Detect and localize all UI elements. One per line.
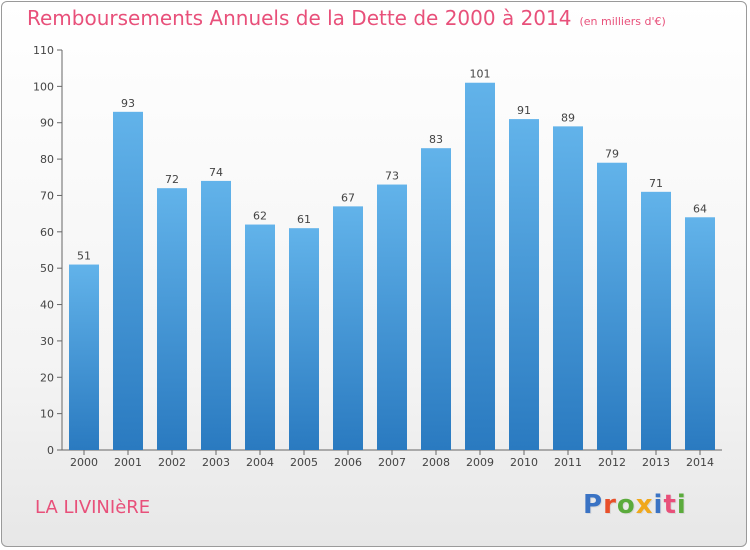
bar: [69, 264, 99, 450]
y-tick-label: 90: [40, 117, 54, 130]
bar-value-label: 79: [605, 148, 619, 161]
x-tick-label: 2009: [466, 456, 494, 469]
x-tick-label: 2010: [510, 456, 538, 469]
bar: [641, 191, 671, 450]
bar: [289, 228, 319, 450]
x-tick-label: 2013: [642, 456, 670, 469]
logo-letter: i: [653, 490, 664, 520]
x-tick-label: 2003: [202, 456, 230, 469]
logo-letter: x: [635, 490, 654, 520]
y-tick-label: 20: [40, 371, 54, 384]
bar-value-label: 62: [253, 210, 267, 223]
bar-value-label: 91: [517, 104, 531, 117]
bar-value-label: 74: [209, 166, 223, 179]
bar: [465, 82, 495, 451]
y-tick-label: 80: [40, 153, 54, 166]
y-tick-label: 70: [40, 189, 54, 202]
commune-name: LA LIVINIèRE: [35, 497, 151, 518]
bar-value-label: 83: [429, 133, 443, 146]
x-tick-label: 2011: [554, 456, 582, 469]
bar: [509, 119, 539, 450]
bar-value-label: 101: [470, 68, 491, 81]
x-tick-label: 2012: [598, 456, 626, 469]
bar: [377, 184, 407, 450]
proxiti-logo: Proxiti: [583, 490, 687, 520]
x-tick-label: 2008: [422, 456, 450, 469]
bar-value-label: 72: [165, 173, 179, 186]
y-tick-label: 40: [40, 299, 54, 312]
x-tick-label: 2014: [686, 456, 714, 469]
y-tick-label: 110: [33, 44, 54, 57]
bar-value-label: 89: [561, 111, 575, 124]
x-tick-label: 2006: [334, 456, 362, 469]
y-tick-label: 100: [33, 80, 54, 93]
bar: [113, 111, 143, 451]
y-tick-label: 60: [40, 226, 54, 239]
logo-letter: r: [603, 490, 617, 520]
bar-value-label: 71: [649, 177, 663, 190]
bar: [597, 162, 627, 450]
bar: [421, 148, 451, 450]
bar-value-label: 67: [341, 191, 355, 204]
logo-letter: o: [616, 490, 636, 520]
y-tick-label: 0: [47, 444, 54, 457]
bar-value-label: 64: [693, 202, 707, 215]
bar: [685, 217, 715, 450]
bar: [333, 206, 363, 450]
bar: [553, 126, 583, 450]
bar: [245, 224, 275, 450]
x-tick-label: 2007: [378, 456, 406, 469]
bar-value-label: 51: [77, 250, 91, 263]
y-tick-label: 10: [40, 408, 54, 421]
y-tick-label: 30: [40, 335, 54, 348]
x-tick-label: 2000: [70, 456, 98, 469]
chart-unit: (en milliers d'€): [579, 15, 666, 28]
chart-title: Remboursements Annuels de la Dette de 20…: [27, 6, 666, 30]
x-tick-label: 2002: [158, 456, 186, 469]
logo-letter: i: [676, 490, 687, 520]
x-tick-label: 2004: [246, 456, 274, 469]
bar-value-label: 61: [297, 213, 311, 226]
y-tick-label: 50: [40, 262, 54, 275]
bar-value-label: 73: [385, 170, 399, 183]
bar: [157, 188, 187, 450]
logo-letter: t: [663, 490, 677, 520]
logo-letter: P: [583, 490, 604, 520]
bar: [201, 180, 231, 450]
x-tick-label: 2005: [290, 456, 318, 469]
x-tick-label: 2001: [114, 456, 142, 469]
bar-value-label: 93: [121, 97, 135, 110]
